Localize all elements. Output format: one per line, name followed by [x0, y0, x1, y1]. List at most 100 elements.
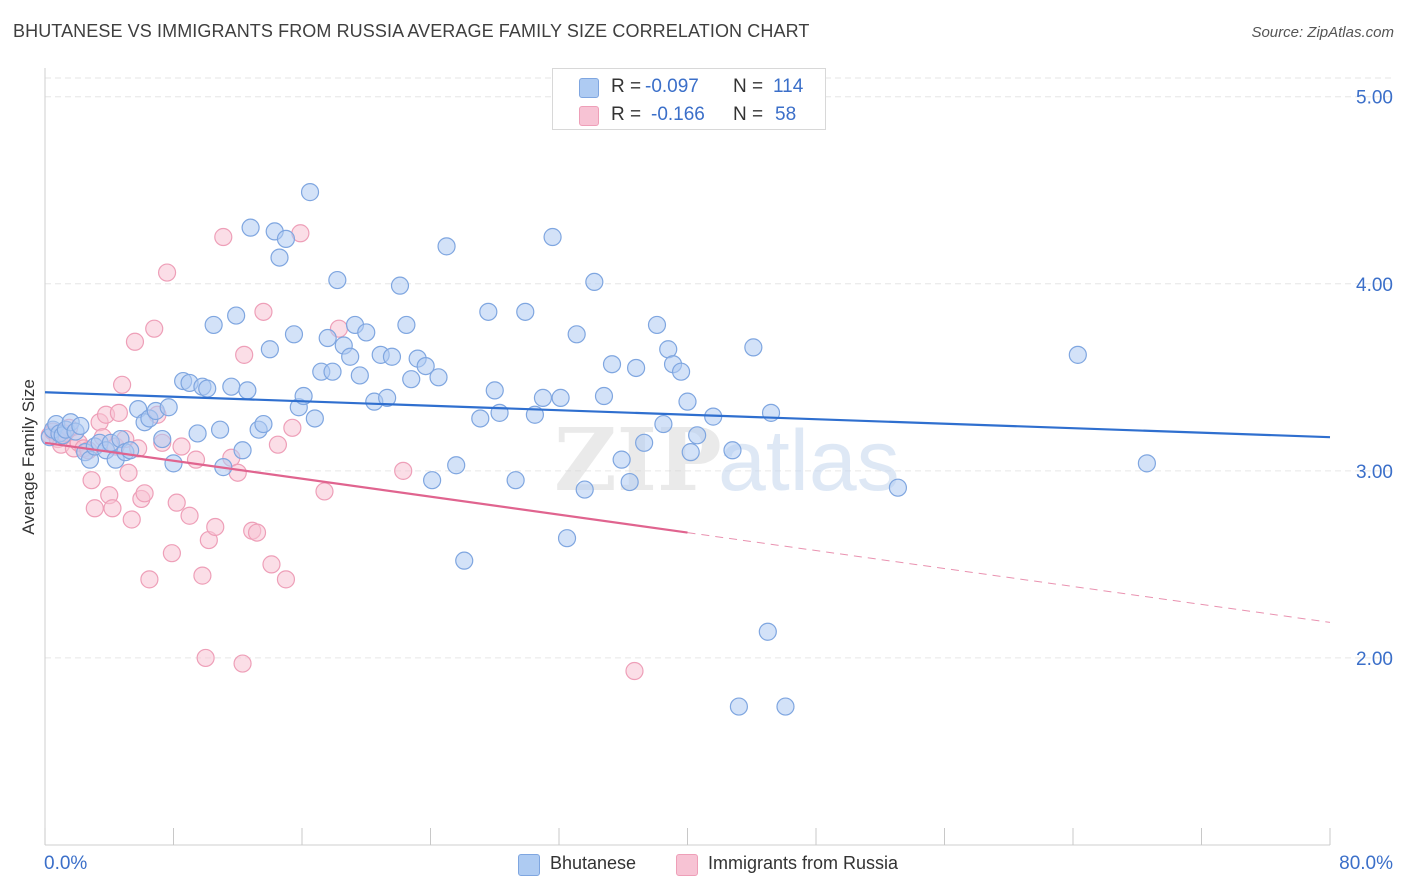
- bhutanese-point: [323, 362, 342, 381]
- y-tick-label: 3.00: [1356, 462, 1393, 483]
- bhutanese-point: [222, 377, 241, 396]
- n-label: N =: [733, 76, 764, 97]
- russia-point: [214, 227, 233, 247]
- trend-lines: [44, 391, 1331, 623]
- bhutanese-point: [300, 183, 320, 202]
- r-label: R =: [611, 76, 642, 97]
- bhutanese-point: [585, 272, 604, 292]
- source-label: Source: ZipAtlas.com: [1251, 24, 1394, 41]
- axes: [44, 68, 1331, 846]
- legend-swatch-russia: [676, 854, 698, 876]
- russia-point: [262, 555, 281, 574]
- bhutanese-point: [602, 355, 622, 374]
- bhutanese-point: [647, 315, 667, 335]
- bhutanese-point: [382, 347, 402, 366]
- bhutanese-point: [153, 429, 172, 449]
- bhutanese-point: [776, 697, 795, 716]
- trend-line-bhutanese: [44, 391, 1331, 439]
- bhutanese-point: [723, 441, 742, 460]
- y-axis-label: Average Family Size: [19, 379, 38, 535]
- r-value: -0.097: [645, 76, 699, 97]
- bhutanese-point: [620, 472, 639, 492]
- bhutanese-point: [575, 480, 594, 499]
- bhutanese-point: [437, 237, 456, 256]
- russia-point: [394, 461, 413, 480]
- bhutanese-point: [204, 315, 223, 335]
- russia-point: [268, 435, 288, 454]
- russia-point: [162, 544, 181, 563]
- bhutanese-point: [233, 441, 252, 460]
- bhutanese-point: [188, 424, 207, 443]
- russia-point: [193, 566, 212, 585]
- bhutanese-point: [671, 362, 691, 381]
- bhutanese-point: [238, 381, 257, 400]
- chart-title: BHUTANESE VS IMMIGRANTS FROM RUSSIA AVER…: [13, 21, 810, 41]
- bhutanese-point: [318, 328, 337, 348]
- legend-swatch-pink: [579, 106, 599, 126]
- russia-point: [315, 482, 334, 501]
- correlation-legend: R = -0.097 N = 114 R = -0.166 N = 58: [552, 68, 826, 130]
- russia-point: [103, 499, 122, 518]
- russia-point: [235, 345, 254, 364]
- bhutanese-point: [635, 433, 654, 452]
- bhutanese-point: [429, 368, 448, 387]
- bhutanese-point: [341, 347, 360, 366]
- bhutanese-point: [402, 370, 421, 389]
- russia-point: [135, 484, 154, 503]
- grid-lines: [45, 77, 1392, 659]
- bhutanese-point: [729, 697, 749, 716]
- bhutanese-point: [471, 409, 490, 428]
- russia-point: [167, 493, 186, 512]
- bhutanese-point: [328, 270, 347, 290]
- y-tick-label: 5.00: [1356, 88, 1393, 109]
- bhutanese-point: [557, 529, 577, 548]
- russia-point: [82, 471, 101, 490]
- russia-point: [109, 403, 128, 422]
- watermark: ZIP atlas: [554, 410, 900, 511]
- bhutanese-point: [241, 218, 260, 237]
- russia-point: [254, 302, 273, 321]
- x-tick-label-min: 0.0%: [44, 853, 87, 874]
- bhutanese-point: [447, 456, 466, 475]
- legend-row-russia: R = -0.166 N = 58: [553, 100, 825, 128]
- bhutanese-point: [423, 471, 442, 490]
- bhutanese-point: [397, 315, 416, 335]
- bhutanese-point: [198, 379, 217, 398]
- bhutanese-point: [159, 398, 178, 417]
- bhutanese-point: [1137, 454, 1156, 473]
- bhutanese-point: [678, 392, 697, 411]
- bhutanese-point: [551, 388, 570, 407]
- bhutanese-point: [516, 302, 535, 321]
- series-legend: Bhutanese Immigrants from Russia: [0, 852, 1406, 878]
- russia-point: [233, 654, 252, 673]
- y-tick-label: 4.00: [1356, 275, 1393, 296]
- trend-line-russia-extrapolated: [687, 532, 1331, 623]
- bhutanese-point: [543, 227, 562, 247]
- bhutanese-point: [681, 443, 700, 462]
- russia-point: [145, 319, 164, 338]
- bhutanese-point: [485, 381, 504, 400]
- russia-point: [112, 375, 132, 394]
- russia-point: [247, 523, 267, 542]
- russia-point: [196, 648, 215, 668]
- bhutanese-point: [594, 386, 614, 406]
- bhutanese-point: [506, 471, 525, 490]
- bhutanese-point: [390, 276, 410, 295]
- russia-point: [85, 499, 104, 518]
- russia-point: [283, 418, 302, 437]
- russia-point: [119, 463, 138, 482]
- bhutanese-point: [276, 229, 296, 248]
- bhutanese-point: [210, 420, 230, 439]
- n-value: 58: [775, 104, 797, 125]
- bhutanese-point: [164, 454, 183, 473]
- trend-line-russia: [44, 441, 688, 534]
- bhutanese-point: [270, 248, 289, 267]
- n-label: N =: [733, 104, 764, 125]
- bhutanese-point: [455, 551, 474, 570]
- n-value: 114: [773, 76, 804, 97]
- bhutanese-point: [254, 414, 273, 434]
- russia-point: [180, 506, 199, 525]
- bhutanese-point: [567, 325, 586, 344]
- bhutanese-point: [1068, 345, 1087, 364]
- bhutanese-point: [612, 450, 631, 469]
